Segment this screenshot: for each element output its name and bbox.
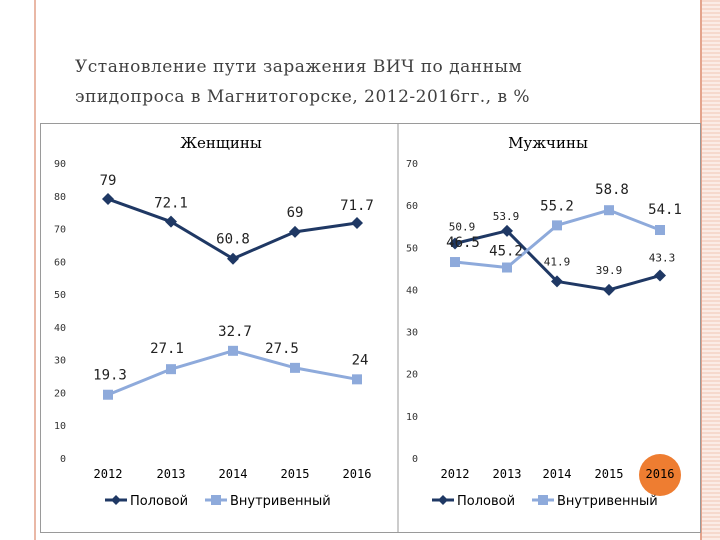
chart-1-y-tick-label: 0 bbox=[60, 454, 66, 465]
chart-1-y-tick-label: 70 bbox=[54, 225, 66, 236]
chart-1-series-2-data-label: 24 bbox=[352, 352, 369, 368]
chart-2-y-tick-label: 0 bbox=[412, 454, 418, 465]
chart-1-series-1-data-label: 60.8 bbox=[216, 232, 250, 248]
chart-1-series-2-data-label: 19.3 bbox=[93, 368, 127, 384]
chart-1-x-tick-label: 2016 bbox=[343, 467, 372, 481]
chart-1-y-tick-label: 60 bbox=[54, 257, 66, 268]
chart-2-series-2-data-label: 55.2 bbox=[540, 198, 574, 214]
chart-2-y-tick-label: 70 bbox=[406, 159, 418, 170]
chart-2-x-tick-label: 2016 bbox=[646, 467, 675, 481]
chart-1-series-2-point bbox=[290, 362, 300, 373]
chart-2-y-tick-label: 50 bbox=[406, 243, 418, 254]
chart-2-y-tick-label: 60 bbox=[406, 201, 418, 212]
chart-2-series-1-data-label: 43.3 bbox=[649, 252, 676, 265]
chart-2-series-1-data-label: 50.9 bbox=[449, 220, 476, 233]
chart-2-y-tick-label: 10 bbox=[406, 412, 418, 423]
chart-1-series-2-data-label: 27.1 bbox=[150, 341, 184, 357]
chart-1-series-1-data-label: 79 bbox=[100, 173, 117, 189]
chart-1-series-1-point bbox=[102, 193, 114, 206]
chart-2-series-1-point bbox=[603, 283, 615, 296]
slide-title: Установление пути заражения ВИЧ по данны… bbox=[75, 52, 675, 112]
chart-1-y-tick-label: 80 bbox=[54, 192, 66, 203]
chart-2-series-2-point bbox=[502, 262, 512, 273]
chart-2-x-tick-label: 2014 bbox=[543, 467, 572, 481]
chart-1-x-tick-label: 2014 bbox=[219, 467, 248, 481]
right-decor-band bbox=[702, 0, 720, 540]
chart-2-series-1-point bbox=[501, 224, 513, 237]
chart-1-title: Женщины bbox=[180, 134, 262, 152]
chart-2-series-1-data-label: 41.9 bbox=[544, 255, 571, 268]
chart-2-series-1-point bbox=[551, 275, 563, 288]
chart-1-series-2-point bbox=[103, 389, 113, 400]
chart-1-series-1-data-label: 71.7 bbox=[340, 198, 374, 214]
chart-2-series-2-point bbox=[450, 257, 460, 268]
chart-1-y-tick-label: 50 bbox=[54, 290, 66, 301]
chart-2-x-tick-label: 2013 bbox=[493, 467, 522, 481]
chart-1-x-tick-label: 2012 bbox=[94, 467, 123, 481]
chart-2-series-2-data-label: 54.1 bbox=[648, 202, 682, 218]
chart-1-y-tick-label: 30 bbox=[54, 356, 66, 367]
right-decor-edge bbox=[700, 0, 702, 540]
chart-2-series-2-data-label: 46.5 bbox=[446, 235, 480, 251]
chart-1-y-tick-label: 40 bbox=[54, 323, 66, 334]
chart-2-legend-marker-2 bbox=[538, 495, 548, 505]
chart-1-y-tick-label: 20 bbox=[54, 388, 66, 399]
chart-1-series-1-point bbox=[289, 225, 301, 238]
chart-2-series-1-data-label: 53.9 bbox=[493, 210, 520, 223]
chart-1-legend-marker-2 bbox=[211, 495, 221, 505]
chart-1-series-2-line bbox=[107, 349, 358, 397]
chart-1-series-1-data-label: 72.1 bbox=[154, 196, 188, 212]
chart-1-y-tick-label: 10 bbox=[54, 421, 66, 432]
chart-1-legend-marker-1 bbox=[111, 495, 121, 505]
chart-2-series-1-data-label: 39.9 bbox=[596, 264, 623, 277]
left-decor-rule bbox=[34, 0, 36, 540]
chart-2-highlight-circle bbox=[639, 454, 681, 496]
chart-2-series-2-data-label: 45.2 bbox=[489, 244, 523, 260]
chart-1-legend-label-2: Внутривенный bbox=[230, 494, 331, 509]
chart-2-y-tick-label: 30 bbox=[406, 328, 418, 339]
chart-2-legend-marker-1 bbox=[438, 495, 448, 505]
chart-1-legend-label-1: Половой bbox=[130, 494, 188, 509]
chart-1-series-2-point bbox=[228, 345, 238, 356]
chart-1-series-2-point bbox=[166, 364, 176, 375]
chart-2-x-tick-label: 2012 bbox=[441, 467, 470, 481]
chart-2-y-tick-label: 20 bbox=[406, 370, 418, 381]
chart-2-legend-label-1: Половой bbox=[457, 494, 515, 509]
chart-1-y-tick-label: 90 bbox=[54, 159, 66, 170]
chart-2-series-2-point bbox=[604, 205, 614, 216]
chart-2-x-tick-label: 2015 bbox=[595, 467, 624, 481]
chart-2-series-1-point bbox=[654, 269, 666, 282]
chart-2-series-1-point bbox=[449, 237, 461, 250]
chart-1-series-1-point bbox=[165, 215, 177, 228]
chart-2-series-2-point bbox=[552, 220, 562, 231]
charts-frame bbox=[40, 123, 701, 533]
chart-1-series-1-point bbox=[227, 252, 239, 265]
chart-2-series-2-point bbox=[655, 225, 665, 236]
chart-2-series-2-data-label: 58.8 bbox=[595, 182, 629, 198]
chart-1-series-1-line bbox=[107, 197, 358, 261]
slide-title-line-2: эпидопроса в Магнитогорске, 2012-2016гг.… bbox=[75, 87, 531, 107]
chart-1-series-2-data-label: 32.7 bbox=[218, 324, 252, 340]
chart-1-x-tick-label: 2013 bbox=[157, 467, 186, 481]
slide-title-line-1: Установление пути заражения ВИЧ по данны… bbox=[75, 57, 523, 77]
chart-1-series-1-point bbox=[351, 216, 363, 229]
chart-2-y-tick-label: 40 bbox=[406, 285, 418, 296]
chart-2-title: Мужчины bbox=[508, 134, 588, 152]
chart-1-x-tick-label: 2015 bbox=[281, 467, 310, 481]
chart-1-series-2-point bbox=[352, 374, 362, 385]
chart-2-legend-label-2: Внутривенный bbox=[557, 494, 658, 509]
chart-1-series-2-data-label: 27.5 bbox=[265, 341, 299, 357]
chart-1-series-1-data-label: 69 bbox=[287, 205, 304, 221]
